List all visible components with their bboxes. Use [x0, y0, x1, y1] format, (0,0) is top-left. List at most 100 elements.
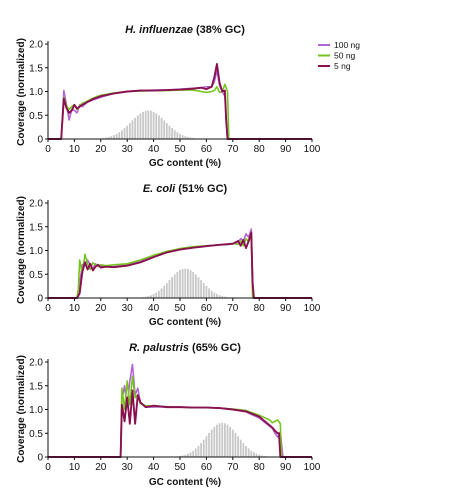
histogram-bar	[144, 110, 147, 139]
x-tick-label: 20	[95, 462, 107, 473]
series-line-50-ng	[48, 83, 312, 140]
histogram-bar	[189, 137, 192, 139]
histogram-bar	[216, 294, 218, 298]
histogram-bar	[173, 274, 176, 298]
y-tick-label: 0	[37, 453, 43, 464]
x-tick-label: 60	[201, 462, 213, 473]
histogram-bar	[181, 268, 184, 298]
x-tick-label: 80	[254, 144, 266, 155]
histogram-bar	[163, 120, 166, 139]
histogram-bar	[163, 285, 166, 298]
y-axis-label: Coverage (normalized)	[16, 38, 27, 146]
histogram-bar	[181, 135, 184, 139]
y-tick-label: 2.0	[29, 199, 43, 210]
x-tick-label: 50	[174, 144, 186, 155]
histogram-bar	[216, 424, 218, 457]
histogram-bar	[213, 292, 216, 298]
x-axis-label: GC content (%)	[149, 317, 221, 328]
histogram-bar	[229, 426, 232, 457]
histogram-bar	[184, 136, 187, 139]
histogram-bar	[150, 295, 152, 298]
series-line-100-ng	[48, 69, 312, 140]
histogram-bar	[218, 423, 221, 457]
series-line-50-ng	[48, 375, 312, 458]
histogram-bar	[115, 133, 118, 139]
x-axis-label: GC content (%)	[149, 158, 221, 169]
histogram-bar	[221, 296, 224, 298]
histogram-bar	[157, 115, 160, 139]
histogram-bar	[157, 290, 160, 298]
histogram-bar	[179, 270, 181, 298]
histogram-bar	[189, 452, 192, 457]
histogram-bar	[247, 448, 250, 457]
histogram-bar	[239, 439, 242, 457]
histogram-bar	[181, 455, 184, 457]
histogram-bar	[152, 294, 155, 298]
y-tick-label: 1.0	[29, 405, 43, 416]
histogram-bar	[165, 123, 168, 139]
series-line-5-ng	[48, 63, 312, 140]
histogram-bar	[213, 426, 216, 457]
histogram-bar	[253, 452, 255, 457]
histogram-bar	[226, 424, 229, 457]
histogram-bar	[231, 429, 234, 457]
histogram-bar	[187, 137, 189, 139]
x-tick-label: 60	[201, 303, 213, 314]
y-axis-label: Coverage (normalized)	[16, 355, 27, 463]
histogram-bar	[189, 270, 192, 298]
histogram-bar	[147, 110, 150, 139]
histogram-bar	[152, 111, 155, 139]
legend-label: 100 ng	[334, 40, 360, 50]
histogram-bar	[165, 283, 168, 298]
histogram-bar	[197, 277, 200, 298]
histogram-bar	[218, 295, 221, 298]
x-tick-label: 100	[304, 303, 321, 314]
histogram-bar	[187, 268, 189, 298]
x-tick-label: 0	[45, 303, 51, 314]
histogram-bar	[205, 285, 208, 298]
histogram-bar	[194, 274, 197, 298]
histogram-bar	[200, 280, 203, 298]
histogram-bar	[155, 292, 158, 298]
histogram-bar	[258, 454, 261, 457]
x-tick-label: 90	[280, 144, 292, 155]
chart-title: E. coli (51% GC)	[143, 183, 228, 195]
histogram-bar	[221, 422, 224, 457]
x-tick-label: 0	[45, 144, 51, 155]
histogram-bar	[128, 123, 131, 139]
histogram-bar	[208, 432, 210, 457]
x-tick-label: 100	[304, 462, 321, 473]
histogram-bar	[245, 445, 247, 457]
x-tick-label: 70	[227, 462, 239, 473]
x-tick-label: 30	[122, 303, 134, 314]
histogram-bar	[255, 453, 258, 457]
x-tick-label: 80	[254, 462, 266, 473]
x-tick-label: 90	[280, 462, 292, 473]
y-tick-label: 0.5	[29, 270, 43, 281]
y-axis-label: Coverage (normalized)	[16, 196, 27, 304]
histogram-bar	[118, 132, 121, 139]
histogram-bar	[250, 450, 253, 457]
x-tick-label: 30	[122, 144, 134, 155]
y-tick-label: 2.0	[29, 358, 43, 369]
chart-title: H. influenzae (38% GC)	[125, 24, 245, 36]
histogram-bar	[134, 117, 137, 139]
histogram-bar	[173, 130, 176, 139]
x-tick-label: 80	[254, 303, 266, 314]
histogram-bar	[192, 450, 195, 457]
histogram-bar	[160, 117, 163, 139]
histogram-bar	[131, 120, 134, 139]
histogram-bar	[202, 439, 205, 457]
histogram-bar	[194, 448, 197, 457]
histogram-bar	[171, 277, 173, 298]
histogram-bar	[242, 442, 245, 457]
y-tick-label: 1.0	[29, 246, 43, 257]
histogram-bar	[110, 136, 113, 139]
series-line-5-ng	[48, 231, 312, 299]
x-tick-label: 40	[148, 462, 160, 473]
histogram-bar	[210, 290, 213, 298]
x-tick-label: 70	[227, 303, 239, 314]
histogram-bar	[107, 137, 110, 139]
chart-title: R. palustris (65% GC)	[129, 342, 241, 354]
